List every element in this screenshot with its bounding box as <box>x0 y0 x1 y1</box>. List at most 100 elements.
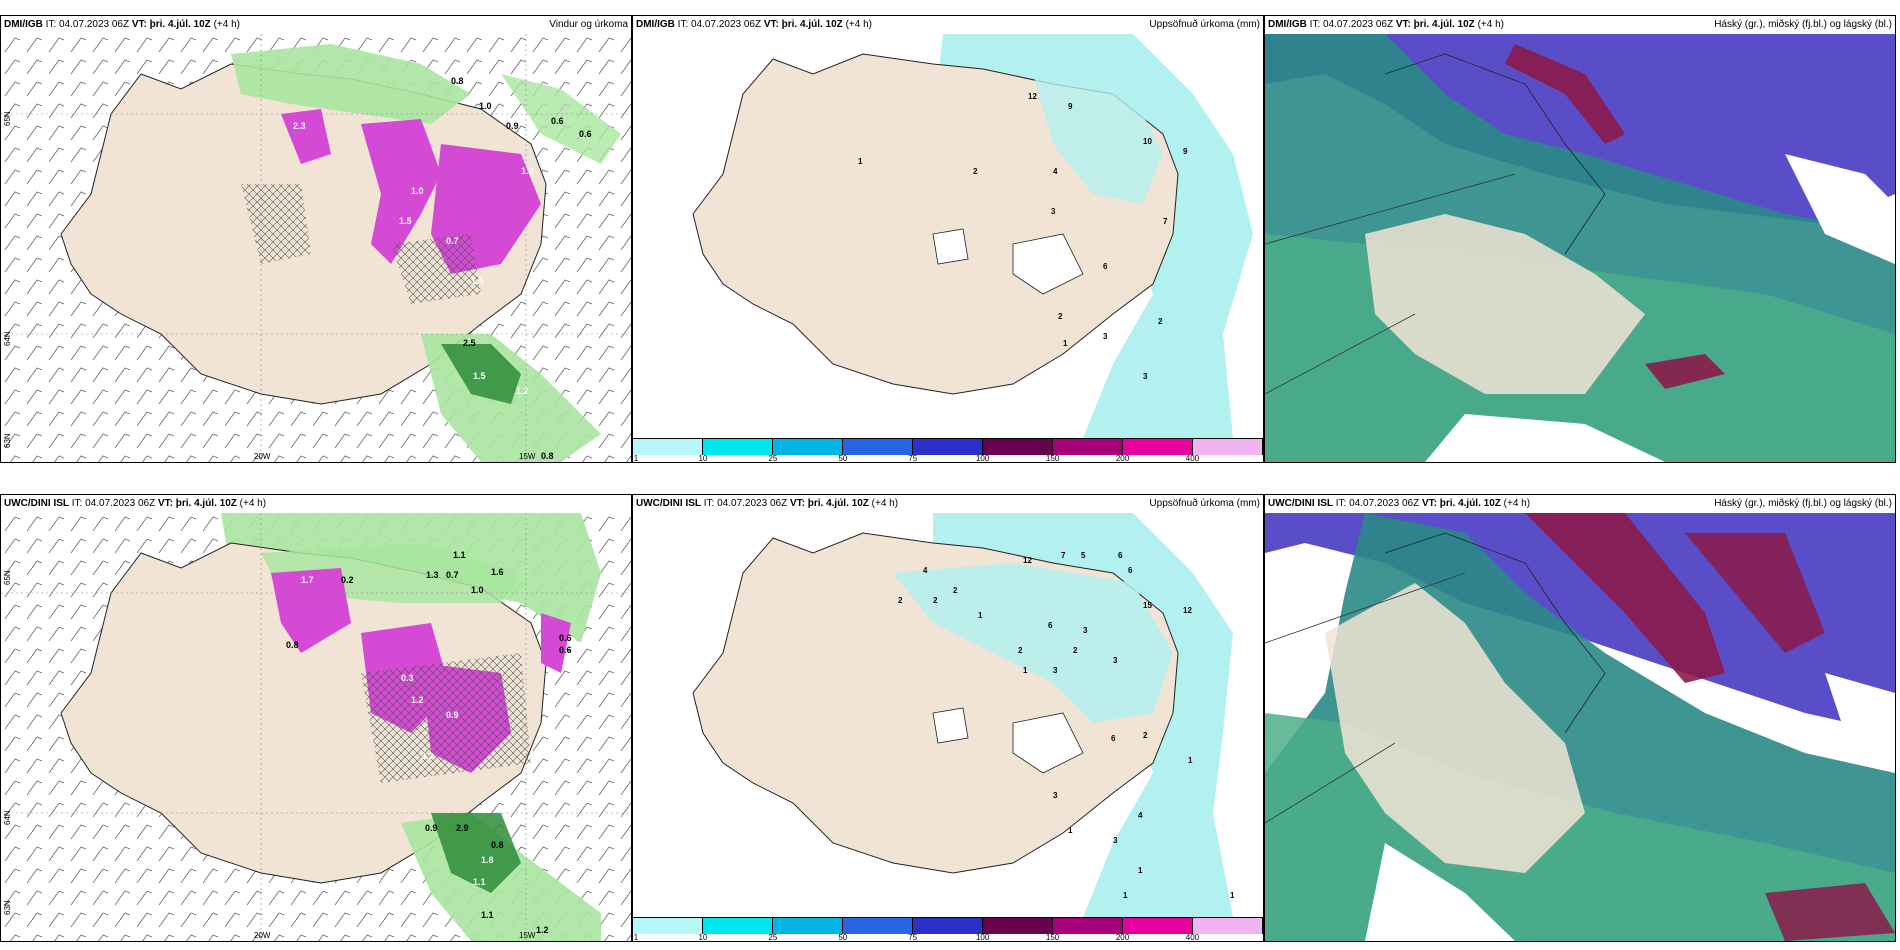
lat-label: 65N <box>3 111 12 126</box>
precip-value: 1.5 <box>473 371 486 381</box>
colorbar-label: 10 <box>698 454 708 463</box>
colorbar-swatch <box>703 439 773 455</box>
panel-wind-precip-bottom: UWC/DINI ISL IT: 04.07.2023 06Z VT: þri.… <box>0 494 632 942</box>
map-wind-precip: 0.8 1.0 0.9 0.6 0.6 2.3 1.5 1.0 1.5 1.3 … <box>1 34 631 462</box>
vt-label: VT: <box>157 498 173 509</box>
precip-value: 1.6 <box>491 567 504 577</box>
it-label: IT: <box>703 498 715 509</box>
colorbar-label: 400 <box>1185 933 1200 942</box>
precip-value: 1.1 <box>453 550 466 560</box>
precip-value: 1.0 <box>479 101 492 111</box>
precip-amount: 2 <box>1018 646 1023 655</box>
vt-label: VT: <box>131 19 147 30</box>
vt-value: þri. 4.júl. 10Z <box>175 498 237 509</box>
colorbar-label: 100 <box>975 933 990 942</box>
colorbar-swatches <box>633 917 1263 934</box>
precip-amount: 15 <box>1143 601 1152 610</box>
precip-dark-south <box>441 344 521 404</box>
it-label: IT: <box>45 19 57 30</box>
it-label: IT: <box>1309 19 1321 30</box>
precip-amount: 2 <box>953 586 958 595</box>
colorbar-swatch <box>843 439 913 455</box>
precip-value: 0.8 <box>451 76 464 86</box>
it-value: 04.07.2023 06Z <box>1349 498 1420 509</box>
colorbar-label: 200 <box>1115 933 1130 942</box>
clear-area <box>1825 673 1895 753</box>
precip-amount: 1 <box>1138 866 1143 875</box>
precip-amount: 2 <box>1073 646 1078 655</box>
precip-value: 2.3 <box>293 121 306 131</box>
precip-amount: 12 <box>1023 556 1032 565</box>
lat-label: 63N <box>3 433 12 448</box>
colorbar-swatch <box>773 918 843 934</box>
precip-amount: 4 <box>1138 811 1143 820</box>
model-name: UWC/DINI ISL <box>4 498 69 509</box>
precip-amount: 7 <box>1163 217 1168 226</box>
precip-value: 1.1 <box>473 877 486 887</box>
vt-value: þri. 4.júl. 10Z <box>1413 19 1475 30</box>
colorbar-swatch <box>1053 439 1123 455</box>
cloud-red-streak <box>1645 354 1725 389</box>
lead-time: (+4 h) <box>845 19 872 30</box>
lead-time: (+4 h) <box>1503 498 1531 509</box>
colorbar-swatch <box>1123 439 1193 455</box>
precip-value: 1.3 <box>426 570 439 580</box>
panel-title: Háský (gr.), miðský (fj.bl.) og lágský (… <box>1714 19 1892 30</box>
precip-cyan-inland <box>893 563 1173 723</box>
precip-value: 1.0 <box>411 186 424 196</box>
model-name: DMI/IGB <box>636 19 675 30</box>
precip-amount: 5 <box>1081 551 1086 560</box>
precip-amount: 2 <box>1143 731 1148 740</box>
precip-amount: 1 <box>978 611 983 620</box>
lon-label: 20W <box>254 452 271 461</box>
precip-value: 1.2 <box>411 695 424 705</box>
precip-magenta-4 <box>541 613 571 673</box>
precip-amount: 4 <box>1053 167 1058 176</box>
cloud-red-streak <box>1765 883 1895 941</box>
colorbar-label: 1 <box>633 933 639 942</box>
it-value: 04.07.2023 06Z <box>717 498 788 509</box>
precip-amount: 12 <box>1028 92 1037 101</box>
it-value: 04.07.2023 06Z <box>691 19 762 30</box>
boundary-line <box>1265 173 1516 395</box>
panel-title: Vindur og úrkoma <box>549 19 628 30</box>
colorbar-swatch <box>633 918 703 934</box>
it-value: 04.07.2023 06Z <box>1323 19 1394 30</box>
precip-amount: 9 <box>1183 147 1188 156</box>
precip-amount: 3 <box>1113 836 1118 845</box>
panel-clouds-bottom: UWC/DINI ISL IT: 04.07.2023 06Z VT: þri.… <box>1264 494 1896 942</box>
map-cloud-cover <box>1265 513 1895 941</box>
lon-label: 15W <box>519 931 536 940</box>
precip-value: 2.9 <box>456 823 469 833</box>
precip-value: 0.9 <box>446 710 459 720</box>
precip-amount: 1 <box>1023 666 1028 675</box>
colorbar-label: 25 <box>768 933 778 942</box>
colorbar-swatch <box>983 918 1053 934</box>
precip-value: 2.5 <box>463 338 476 348</box>
panel-header: DMI/IGB IT: 04.07.2023 06Z VT: þri. 4.jú… <box>1 16 631 34</box>
precip-amount: 1 <box>1123 891 1128 900</box>
panel-header: UWC/DINI ISL IT: 04.07.2023 06Z VT: þri.… <box>1265 495 1895 513</box>
precip-amount: 3 <box>1083 626 1088 635</box>
colorbar-swatch <box>703 918 773 934</box>
precip-value: 1.1 <box>481 910 494 920</box>
precip-value: 0.9 <box>506 121 519 131</box>
precip-amount: 3 <box>1053 791 1058 800</box>
precip-value: 0.6 <box>559 633 572 643</box>
precip-amount: 7 <box>1061 551 1066 560</box>
panel-header: DMI/IGB IT: 04.07.2023 06Z VT: þri. 4.jú… <box>633 16 1263 34</box>
hatch-area <box>241 184 311 264</box>
precip-amount: 3 <box>1113 656 1118 665</box>
cloud-red-streak <box>1525 513 1725 683</box>
land-visible <box>1365 214 1645 394</box>
lat-label: 63N <box>3 900 12 915</box>
clear-area <box>1425 414 1665 462</box>
precip-amount: 3 <box>1103 332 1108 341</box>
precip-amount: 1 <box>1063 339 1068 348</box>
lat-label: 64N <box>3 810 12 825</box>
panel-header: UWC/DINI ISL IT: 04.07.2023 06Z VT: þri.… <box>1 495 631 513</box>
vt-value: þri. 4.júl. 10Z <box>781 19 843 30</box>
precip-amount: 6 <box>1128 566 1133 575</box>
colorbar-swatch <box>913 918 983 934</box>
precip-value: 0.9 <box>425 823 438 833</box>
